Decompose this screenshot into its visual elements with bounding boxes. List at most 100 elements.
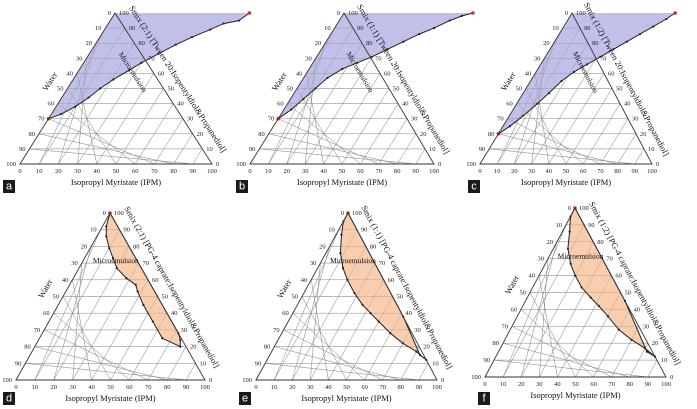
grid-line-overlay: [382, 329, 411, 381]
right-tick-label: 60: [384, 70, 391, 77]
microemulsion-region: [278, 13, 473, 119]
grid-line-overlay: [593, 309, 630, 378]
bottom-tick-label: 100: [432, 384, 442, 391]
bottom-tick-label: 50: [572, 381, 579, 388]
data-point: [59, 113, 63, 116]
left-tick-label: 80: [258, 131, 265, 138]
grid-line-overlay: [77, 58, 145, 165]
grid-line-overlay: [341, 88, 390, 165]
panel-label-box: [478, 392, 490, 405]
grid-line-overlay: [600, 118, 629, 165]
left-tick-label: 90: [19, 146, 26, 153]
left-tick-label: 80: [29, 131, 36, 138]
data-point: [536, 102, 539, 105]
data-point: [339, 251, 342, 255]
grid-line-overlay: [531, 58, 597, 165]
data-point: [508, 125, 511, 128]
panel-label: b: [239, 181, 245, 193]
grid-line-overlay: [135, 103, 174, 165]
left-tick-label: 30: [538, 256, 545, 263]
right-tick-label: 20: [197, 131, 204, 138]
grid-line-overlay: [278, 118, 379, 165]
grid-line-overlay: [292, 313, 365, 381]
panel-label-box: [3, 180, 15, 193]
right-tick-label: 70: [375, 55, 382, 62]
right-tick-label: 70: [379, 260, 386, 267]
data-point: [314, 87, 317, 90]
left-tick-label: 80: [264, 344, 271, 351]
bottom-tick-label: 40: [546, 168, 553, 175]
right-tick-label: 30: [411, 116, 418, 123]
right-tick-label: 70: [600, 55, 607, 62]
right-tick-label: 20: [652, 340, 659, 347]
right-tick-label: 40: [405, 310, 412, 317]
right-tick-label: 20: [420, 131, 427, 138]
bottom-tick-label: 60: [590, 381, 597, 388]
right-tick-label: 100: [348, 10, 358, 17]
bottom-tick-label: 70: [145, 384, 152, 391]
grid-line-overlay: [511, 326, 612, 378]
red-marker-point: [673, 11, 677, 15]
panel-b: 0 0 0 10 10 10 20 20 20 30 30 30 40 40 40 50 50 50 60 60 60 7…: [236, 2, 475, 193]
right-tick-label: 10: [661, 357, 668, 364]
data-point: [361, 303, 364, 306]
red-marker-point: [247, 11, 252, 15]
region-label: Microemulsion: [93, 256, 139, 265]
right-tick-label: 50: [162, 294, 169, 301]
panel-label: e: [242, 393, 248, 405]
bottom-tick-label: 10: [500, 381, 507, 388]
panel-c: 0 0 0 10 10 10 20 20 20 30 30 30 40 40 40 50 50 50 60 60 60 7…: [466, 1, 677, 193]
grid-line-overlay: [129, 313, 168, 381]
right-tick-label: 100: [352, 210, 362, 217]
right-tick-label: 100: [579, 205, 589, 212]
left-tick-label: 0: [108, 10, 111, 17]
bottom-tick-label: 50: [107, 384, 114, 391]
bottom-tick-label: 30: [74, 168, 81, 175]
right-tick-label: 0: [656, 161, 659, 168]
bottom-tick-label: 80: [627, 381, 634, 388]
data-point: [386, 48, 389, 51]
bottom-tick-label: 10: [494, 168, 501, 175]
panel-label: c: [471, 181, 477, 193]
right-tick-label: 70: [143, 260, 150, 267]
grid-line-overlay: [192, 148, 203, 165]
bottom-tick-label: 90: [412, 168, 419, 175]
grid-line-overlay: [502, 343, 630, 378]
left-tick-label: 80: [493, 340, 500, 347]
bottom-tick-label: 20: [284, 168, 291, 175]
data-point: [418, 353, 422, 357]
grid-line-overlay: [167, 346, 187, 381]
bottom-tick-label: 0: [483, 381, 486, 388]
red-marker-point: [471, 11, 475, 15]
left-tick-label: 70: [34, 327, 41, 334]
grid-line-overlay: [634, 148, 645, 165]
grid-line-overlay: [346, 296, 393, 381]
right-tick-label: 40: [171, 310, 178, 317]
left-tick-label: 70: [273, 327, 280, 334]
data-point: [625, 40, 628, 43]
bottom-tick-label: 20: [55, 168, 62, 175]
bottom-tick-label: 50: [339, 168, 346, 175]
data-point: [522, 114, 525, 117]
data-point: [460, 14, 463, 18]
left-axis-label: Water: [503, 273, 521, 296]
bottom-tick-label: 50: [563, 168, 570, 175]
left-axis-label: Water: [275, 277, 294, 300]
grid-line-overlay: [283, 329, 383, 381]
grid-line-overlay: [154, 118, 184, 165]
panel-label: f: [482, 393, 486, 405]
region-label: Microemulsion: [558, 252, 604, 261]
right-tick-label: 80: [138, 40, 145, 47]
left-tick-label: 70: [38, 116, 45, 123]
left-tick-label: 30: [310, 260, 317, 267]
grid-line-overlay: [274, 346, 401, 381]
panel-label-box: [239, 392, 251, 405]
bottom-tick-label: 40: [88, 384, 95, 391]
left-tick-label: 30: [534, 55, 541, 62]
bottom-axis-label: Isopropyl Myristate (IPM): [297, 177, 387, 187]
bottom-axis-label: Isopropyl Myristate (IPM): [521, 177, 611, 187]
triangle-outline: [479, 12, 653, 165]
grid-line-overlay: [489, 148, 635, 165]
bottom-tick-label: 70: [376, 168, 383, 175]
data-point: [638, 33, 642, 36]
